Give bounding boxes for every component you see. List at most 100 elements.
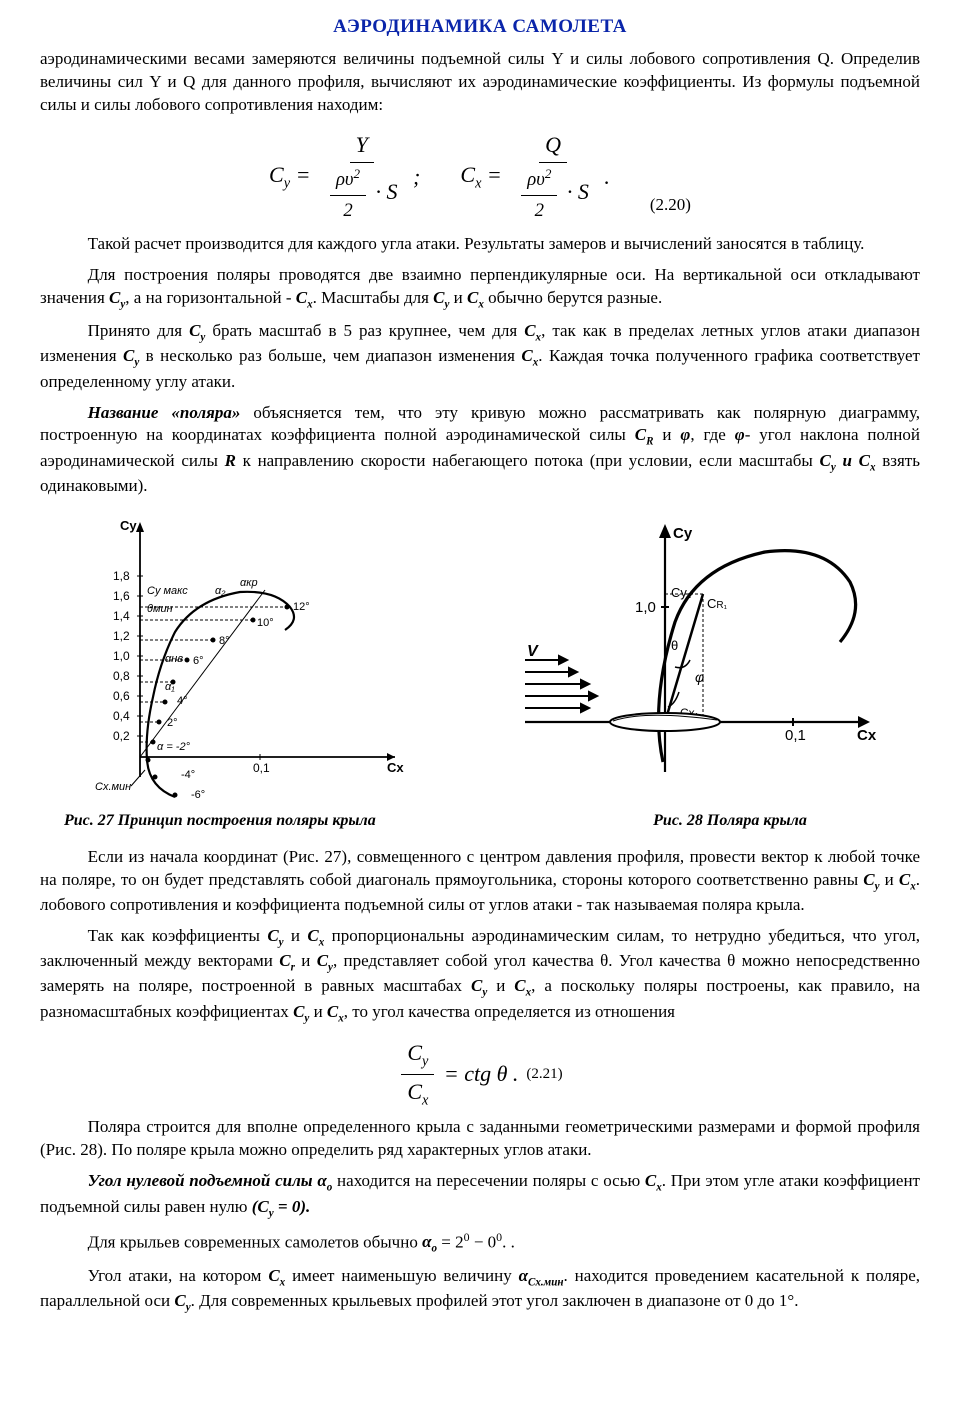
svg-text:12°: 12° <box>293 601 310 613</box>
svg-text:0,1: 0,1 <box>253 761 270 775</box>
svg-text:0,8: 0,8 <box>113 669 130 683</box>
svg-text:α = -2°: α = -2° <box>157 741 191 753</box>
svg-text:6°: 6° <box>193 655 204 667</box>
sym: C <box>317 951 328 970</box>
y-axis-label: Cy <box>120 518 137 533</box>
text: Принято для <box>88 321 189 340</box>
eq-ctg: Cy Cx = ctg θ . (2.21) <box>397 1038 562 1110</box>
paragraph-9: Угол нулевой подъемной силы αo находится… <box>40 1170 920 1221</box>
svg-text:Cx.мин: Cx.мин <box>95 781 131 793</box>
text: . . <box>502 1232 515 1251</box>
text: . Для современных крыльевых профилей это… <box>191 1291 799 1310</box>
figure-28: Cy Cx 1,0 0,1 Cy₁ CR₁ θ φ Cx₁ <box>485 512 885 802</box>
text: Угол атаки, на котором <box>88 1266 269 1285</box>
paragraph-11: Угол атаки, на котором Cx имеет наименьш… <box>40 1265 920 1316</box>
svg-text:θ: θ <box>671 638 678 653</box>
text: Для крыльев современных самолетов обычно <box>88 1232 423 1251</box>
eq-cx: Cx = Q ρυ22 · S . <box>460 130 610 222</box>
text: = 0). <box>274 1197 311 1216</box>
sym: α <box>317 1171 326 1190</box>
svg-text:-6°: -6° <box>191 789 205 801</box>
equation-2-21: Cy Cx = ctg θ . (2.21) <box>40 1038 920 1110</box>
svg-text:2°: 2° <box>167 717 178 729</box>
svg-text:8°: 8° <box>219 635 230 647</box>
sym: C <box>109 288 120 307</box>
text: . Масштабы для <box>313 288 434 307</box>
text: обычно берутся разные. <box>484 288 662 307</box>
svg-text:CR₁: CR₁ <box>707 596 728 611</box>
text: и <box>880 870 899 889</box>
sym: C <box>268 1266 279 1285</box>
paragraph-5: Название «поляра» объясняется тем, что э… <box>40 402 920 498</box>
sym: C <box>174 1291 185 1310</box>
svg-text:Cx: Cx <box>857 727 877 744</box>
page-title: АЭРОДИНАМИКА САМОЛЕТА <box>40 14 920 40</box>
sym: C <box>471 976 482 995</box>
sym: C <box>820 451 831 470</box>
sym: C <box>521 346 532 365</box>
sym: C <box>327 1002 338 1021</box>
sym: C <box>635 425 646 444</box>
svg-text:1,0: 1,0 <box>113 649 130 663</box>
sym: C <box>189 321 200 340</box>
svg-text:φ: φ <box>695 669 704 685</box>
paragraph-4: Принято для Cy брать масштаб в 5 раз кру… <box>40 320 920 394</box>
svg-text:4°: 4° <box>177 695 188 707</box>
text: к направлению скорости набегающего поток… <box>236 451 820 470</box>
sym: φ <box>735 425 745 444</box>
sym: C <box>524 321 535 340</box>
text: и <box>836 451 859 470</box>
svg-text:0,2: 0,2 <box>113 729 130 743</box>
sym: α <box>422 1232 431 1251</box>
text: , то угол качества определяется из отнош… <box>344 1002 675 1021</box>
text: аэродинамическими весами замеряются вели… <box>40 49 920 114</box>
paragraph-7: Так как коэффициенты Cy и Cx пропорциона… <box>40 925 920 1026</box>
sym: C <box>859 451 870 470</box>
sym: C <box>433 288 444 307</box>
svg-text:θмин: θмин <box>147 603 173 615</box>
svg-text:0,4: 0,4 <box>113 709 130 723</box>
sym: C <box>467 288 478 307</box>
text: Так как коэффициенты <box>88 926 268 945</box>
text: , а на горизонтальной - <box>125 288 295 307</box>
caption-28: Рис. 28 Поляра крыла <box>480 810 920 832</box>
sym: C <box>645 1171 656 1190</box>
svg-text:1,0: 1,0 <box>635 599 656 616</box>
paragraph-2: Такой расчет производится для каждого уг… <box>40 233 920 256</box>
x-axis-label: Cx <box>387 760 404 775</box>
eq-number: (2.21) <box>526 1064 562 1084</box>
svg-text:-4°: -4° <box>181 769 195 781</box>
svg-text:Cy: Cy <box>673 525 693 542</box>
figure-27: Cy Cx 0,2 0,4 0,6 0,8 1,0 1,2 1,4 1,6 1,… <box>75 512 415 802</box>
eq-number: (2.20) <box>650 194 691 223</box>
sym: R <box>225 451 236 470</box>
caption-27: Рис. 27 Принцип построения поляры крыла <box>40 810 480 832</box>
svg-text:Cy макс: Cy макс <box>147 585 188 597</box>
svg-text:αнв: αнв <box>165 653 183 665</box>
sym: C <box>863 870 874 889</box>
sym: C <box>899 870 910 889</box>
paragraph-8: Поляра строится для вполне определенного… <box>40 1116 920 1162</box>
text: и <box>653 425 680 444</box>
text: − 0 <box>470 1232 497 1251</box>
text: и <box>295 951 317 970</box>
eq-rhs: ctg θ <box>464 1059 507 1089</box>
svg-text:0,6: 0,6 <box>113 689 130 703</box>
text: Если из начала координат (Рис. 27), совм… <box>40 847 920 889</box>
text: и <box>284 926 308 945</box>
sym: C <box>279 951 290 970</box>
sym-sub: Cx.мин <box>528 1276 564 1288</box>
text: брать масштаб в 5 раз крупнее, чем для <box>205 321 524 340</box>
text: находится на пересечении поляры с осью <box>332 1171 645 1190</box>
svg-text:V: V <box>527 643 539 660</box>
svg-text:Cy₁: Cy₁ <box>671 585 692 600</box>
sym: α <box>519 1266 528 1285</box>
text: имеет наименьшую величину <box>285 1266 518 1285</box>
text: Угол нулевой подъемной силы <box>88 1171 318 1190</box>
paragraph-10: Для крыльев современных самолетов обычно… <box>40 1229 920 1257</box>
sym: φ <box>680 425 690 444</box>
equation-2-20: Cy = Y ρυ22 · S ; Cx = Q ρυ22 · S . (2.2… <box>40 130 920 222</box>
text: и <box>309 1002 327 1021</box>
eq-cy: Cy = Y ρυ22 · S ; <box>269 130 420 222</box>
svg-text:1,6: 1,6 <box>113 589 130 603</box>
